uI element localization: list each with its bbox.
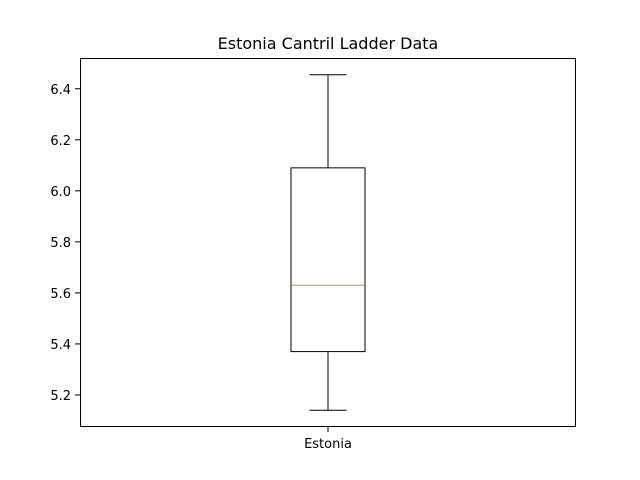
axes-frame (80, 58, 576, 427)
x-axis: Estonia (304, 427, 352, 452)
x-tick-label: Estonia (304, 437, 352, 452)
y-tick-label: 5.2 (50, 389, 71, 404)
y-tick-label: 6.0 (50, 185, 71, 200)
y-tick-label: 6.2 (50, 134, 71, 149)
y-axis: 5.2 5.4 5.6 5.8 6.0 6.2 6.4 (50, 83, 80, 404)
y-tick-label: 5.8 (50, 236, 71, 251)
plot-area (290, 74, 366, 411)
y-tick-label: 5.6 (50, 287, 71, 302)
box-iqr (290, 167, 366, 353)
chart-title: Estonia Cantril Ladder Data (218, 34, 439, 53)
y-tick-label: 6.4 (50, 83, 71, 98)
y-tick-label: 5.4 (50, 338, 71, 353)
